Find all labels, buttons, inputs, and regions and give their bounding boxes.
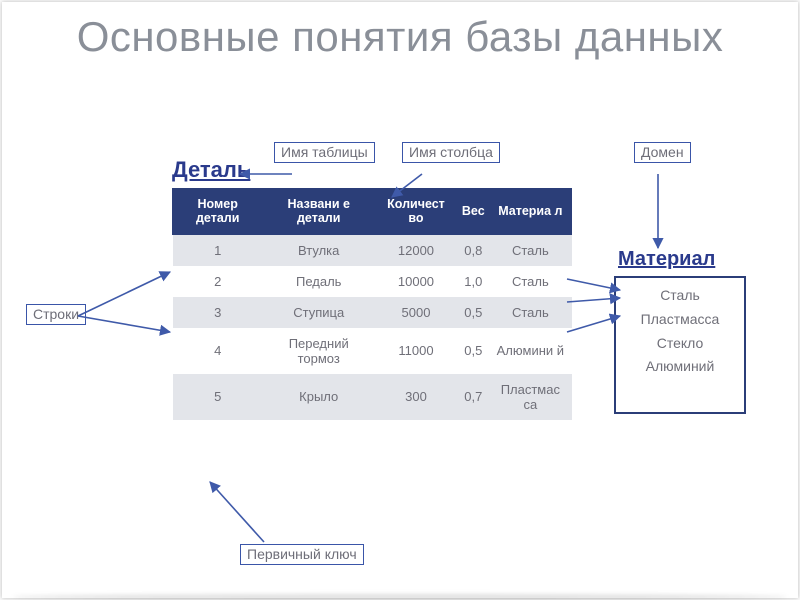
db-th: Материа л	[489, 189, 571, 235]
db-th: Номер детали	[173, 189, 263, 235]
label-rows: Строки	[26, 304, 86, 325]
slide-title: Основные понятия базы данных	[2, 14, 798, 60]
table-row: 3Ступица50000,5Сталь	[173, 297, 572, 328]
slide-shadow	[12, 594, 788, 600]
material-item: Алюминий	[616, 355, 744, 379]
label-domain: Домен	[634, 142, 691, 163]
table-subtitle: Деталь	[172, 157, 250, 183]
material-item: Пластмасса	[616, 308, 744, 332]
db-table: Номер детали Названи е детали Количест в…	[172, 188, 572, 420]
table-row: 5Крыло3000,7Пластмас са	[173, 374, 572, 420]
material-box: Сталь Пластмасса Стекло Алюминий	[614, 276, 746, 414]
material-item: Сталь	[616, 284, 744, 308]
db-th: Вес	[457, 189, 489, 235]
db-table-header-row: Номер детали Названи е детали Количест в…	[173, 189, 572, 235]
slide: Основные понятия базы данных Деталь Имя …	[2, 2, 798, 598]
label-primary-key: Первичный ключ	[240, 544, 364, 565]
db-th: Количест во	[375, 189, 458, 235]
material-item: Стекло	[616, 332, 744, 356]
db-th: Названи е детали	[263, 189, 375, 235]
table-row: 2Педаль100001,0Сталь	[173, 266, 572, 297]
material-title: Материал	[618, 248, 715, 271]
label-column-name: Имя столбца	[402, 142, 500, 163]
label-table-name: Имя таблицы	[274, 142, 375, 163]
table-row: 1Втулка120000,8Сталь	[173, 234, 572, 266]
table-row: 4Передний тормоз110000,5Алюмини й	[173, 328, 572, 374]
